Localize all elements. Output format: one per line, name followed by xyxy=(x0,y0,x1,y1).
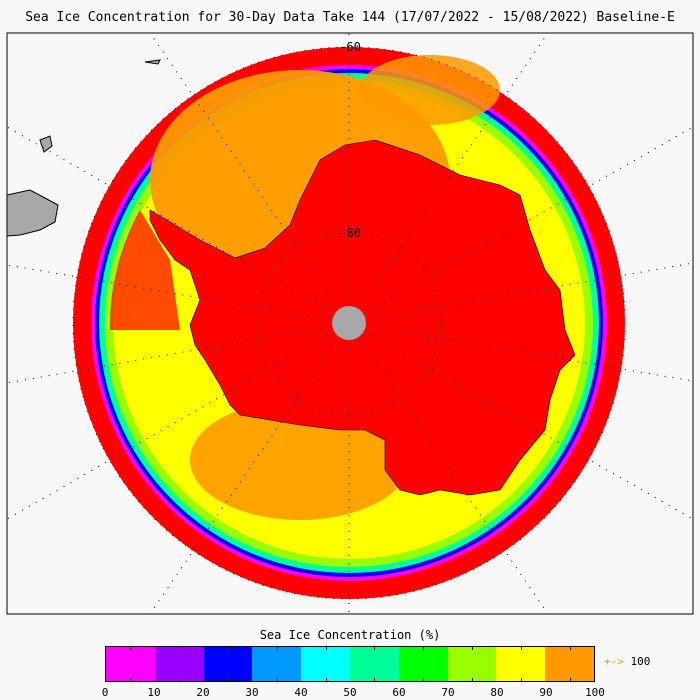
colorbar-segment-60-70 xyxy=(398,647,448,681)
colorbar-segment-90-100 xyxy=(545,647,594,681)
map-title: Sea Ice Concentration for 30-Day Data Ta… xyxy=(25,10,675,25)
colorbar-tick-label: 50 xyxy=(343,686,357,699)
pole-hole xyxy=(332,306,366,340)
colorbar-segment-40-50 xyxy=(301,647,350,681)
colorbar-tick-label: 100 xyxy=(585,686,605,699)
overflow-arrow: +-> xyxy=(604,655,624,668)
colorbar-segment-80-90 xyxy=(496,647,546,681)
colorbar-segment-20-30 xyxy=(203,647,253,681)
graticule xyxy=(7,33,693,614)
colorbar-tick-label: 20 xyxy=(196,686,210,699)
overflow-label: 100 xyxy=(630,655,651,668)
colorbar-tick-label: 80 xyxy=(490,686,504,699)
lat-label-60: -60 xyxy=(339,40,361,54)
colorbar-segment-10-20 xyxy=(154,647,204,681)
colorbar-tick-label: 30 xyxy=(245,686,259,699)
colorbar xyxy=(105,646,595,682)
colorbar-segment-0-10 xyxy=(106,647,155,681)
south-america-land xyxy=(7,189,59,237)
lat-label-80: -80 xyxy=(339,226,361,240)
colorbar-segment-30-40 xyxy=(252,647,302,681)
south-georgia-land xyxy=(144,59,161,65)
overflow-legend: +-> 100 xyxy=(604,655,650,668)
colorbar-tick-label: 90 xyxy=(539,686,553,699)
colorbar-tick-label: 60 xyxy=(392,686,406,699)
colorbar-tick-label: 10 xyxy=(147,686,161,699)
colorbar-segment-70-80 xyxy=(447,647,497,681)
colorbar-tick-label: 0 xyxy=(101,686,109,699)
colorbar-segment-50-60 xyxy=(349,647,399,681)
colorbar-title: Sea Ice Concentration (%) xyxy=(259,628,441,642)
colorbar-tick-label: 40 xyxy=(294,686,308,699)
colorbar-tick-label: 70 xyxy=(441,686,455,699)
